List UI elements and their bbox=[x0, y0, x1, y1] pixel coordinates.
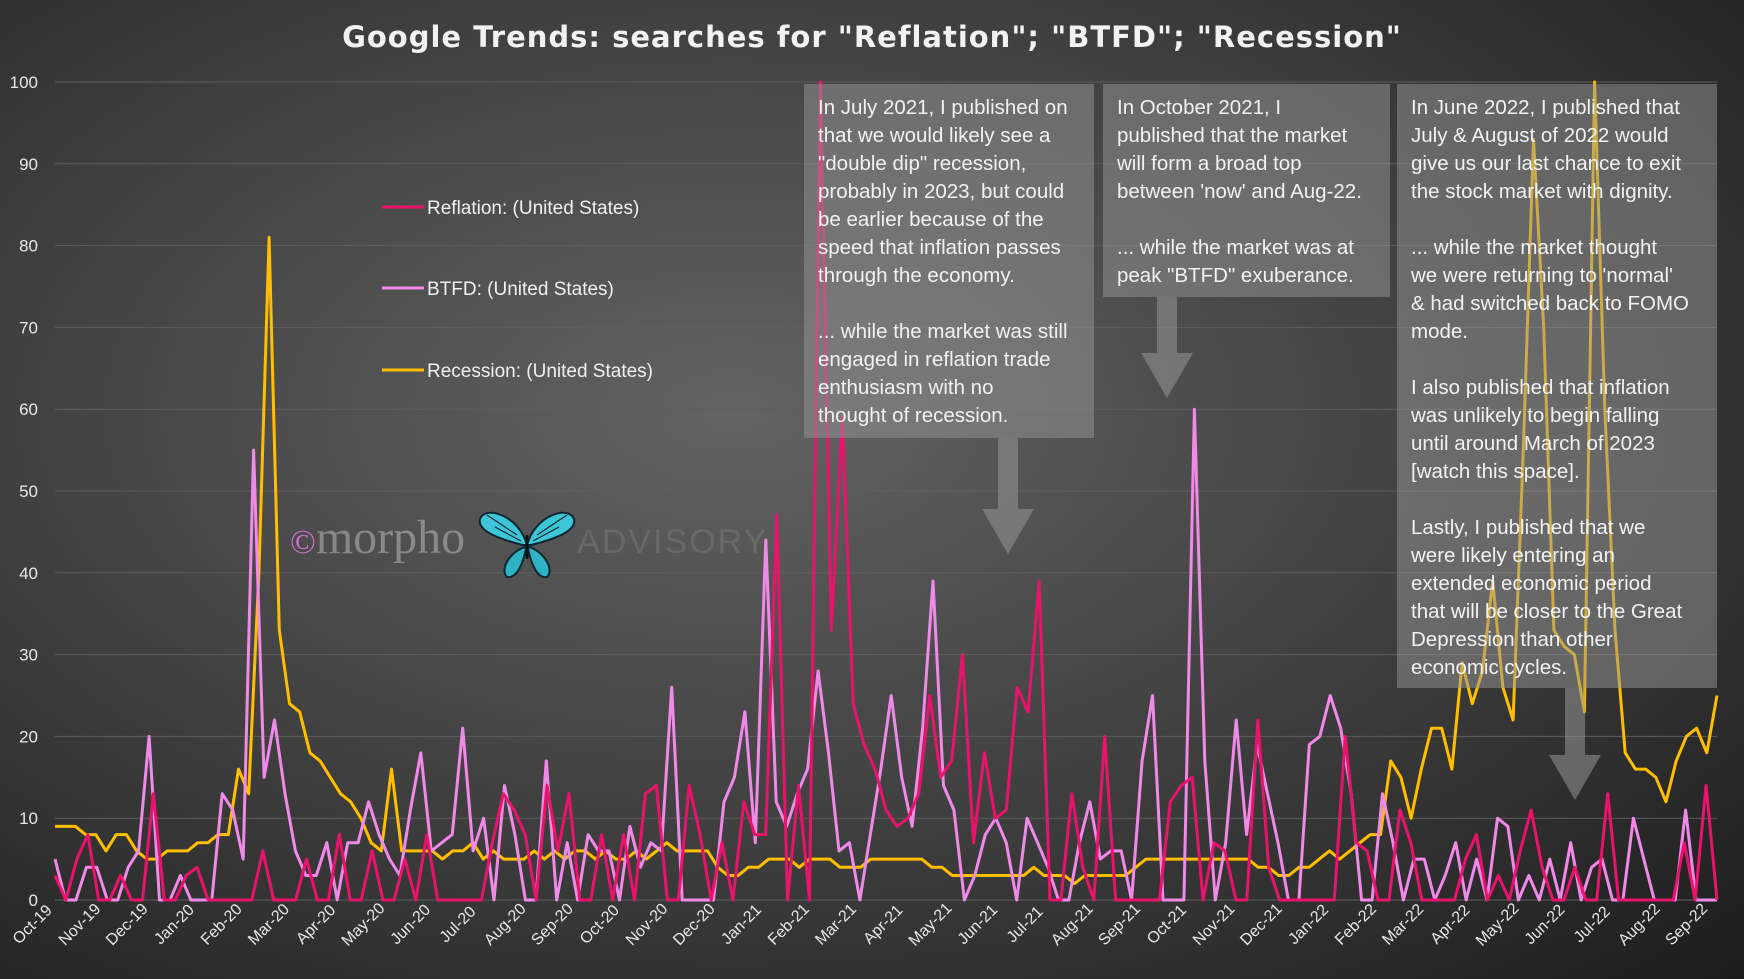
x-tick-label: Feb-20 bbox=[198, 901, 246, 949]
x-tick-label: Mar-20 bbox=[245, 901, 293, 949]
x-tick-label: May-22 bbox=[1473, 900, 1523, 950]
legend-label: Reflation: (United States) bbox=[427, 198, 639, 219]
x-tick-label: Jul-21 bbox=[1004, 903, 1047, 946]
y-tick-label: 30 bbox=[19, 646, 38, 665]
annotation-june-2022: In June 2022, I published that July & Au… bbox=[1397, 84, 1717, 688]
x-tick-label: Nov-19 bbox=[56, 901, 105, 950]
x-tick-label: Jun-22 bbox=[1522, 901, 1569, 948]
x-tick-label: Oct-21 bbox=[1144, 902, 1190, 948]
y-tick-label: 10 bbox=[19, 809, 38, 828]
x-tick-label: Dec-21 bbox=[1237, 901, 1286, 950]
y-tick-label: 0 bbox=[29, 891, 38, 910]
copyright-symbol: © bbox=[290, 524, 316, 562]
x-tick-label: Apr-22 bbox=[1428, 902, 1474, 948]
x-tick-label: Dec-20 bbox=[670, 901, 719, 950]
chart-title: Google Trends: searches for "Reflation";… bbox=[342, 20, 1402, 54]
y-axis: 0 10 20 30 40 50 60 70 80 90 100 bbox=[10, 73, 38, 910]
legend: Reflation: (United States) BTFD: (United … bbox=[382, 198, 653, 382]
x-tick-label: Sep-20 bbox=[528, 900, 577, 949]
x-tick-label: Jan-20 bbox=[151, 901, 198, 948]
x-tick-label: Aug-22 bbox=[1615, 900, 1664, 949]
y-tick-label: 20 bbox=[19, 727, 38, 746]
x-tick-label: Dec-19 bbox=[103, 901, 152, 950]
x-tick-label: Jul-20 bbox=[437, 903, 480, 946]
series-line-2 bbox=[55, 80, 1719, 886]
annotation-arrow bbox=[1549, 688, 1601, 800]
annotation-july-2021: In July 2021, I published on that we wou… bbox=[804, 84, 1094, 438]
x-tick-label: May-21 bbox=[906, 900, 956, 950]
annotation-october-2021: In October 2021, I published that the ma… bbox=[1103, 84, 1390, 297]
x-tick-label: Sep-22 bbox=[1663, 900, 1712, 949]
x-tick-label: Nov-20 bbox=[623, 901, 672, 950]
x-tick-label: Feb-21 bbox=[765, 901, 813, 949]
y-tick-label: 60 bbox=[19, 400, 38, 419]
x-tick-label: Mar-22 bbox=[1379, 901, 1427, 949]
x-tick-label: Jun-20 bbox=[388, 901, 435, 948]
x-tick-label: Oct-20 bbox=[577, 902, 623, 948]
x-tick-label: Jan-22 bbox=[1285, 901, 1332, 948]
watermark-brand: morpho bbox=[315, 511, 466, 565]
y-tick-label: 90 bbox=[19, 155, 38, 174]
annotation-arrow bbox=[1141, 297, 1193, 398]
x-tick-label: Aug-21 bbox=[1048, 900, 1097, 949]
x-tick-label: Mar-21 bbox=[812, 901, 860, 949]
x-tick-label: May-20 bbox=[339, 900, 389, 950]
x-tick-label: Apr-21 bbox=[860, 902, 906, 948]
x-tick-label: Aug-20 bbox=[481, 900, 530, 949]
series-line-0 bbox=[53, 80, 1719, 902]
legend-label: Recession: (United States) bbox=[427, 361, 653, 382]
butterfly-icon bbox=[479, 511, 576, 579]
x-tick-label: Jan-21 bbox=[718, 901, 765, 948]
y-tick-label: 70 bbox=[19, 318, 38, 337]
y-tick-label: 50 bbox=[19, 482, 38, 501]
series-lines bbox=[53, 80, 1719, 902]
x-tick-label: Apr-20 bbox=[293, 902, 339, 948]
annotation-arrows bbox=[982, 297, 1601, 800]
legend-label: BTFD: (United States) bbox=[427, 279, 614, 300]
y-tick-label: 80 bbox=[19, 237, 38, 256]
annotation-arrow bbox=[982, 438, 1034, 554]
watermark-suffix: ADVISORY bbox=[577, 523, 769, 562]
x-tick-label: Jun-21 bbox=[955, 901, 1002, 948]
x-tick-label: Nov-21 bbox=[1190, 901, 1239, 950]
x-tick-label: Feb-22 bbox=[1332, 901, 1380, 949]
y-tick-label: 40 bbox=[19, 564, 38, 583]
x-tick-label: Jul-22 bbox=[1571, 903, 1614, 946]
y-tick-label: 100 bbox=[10, 73, 38, 92]
watermark-logo: ©morpho ADVISORY bbox=[290, 505, 768, 579]
x-tick-label: Sep-21 bbox=[1095, 900, 1144, 949]
